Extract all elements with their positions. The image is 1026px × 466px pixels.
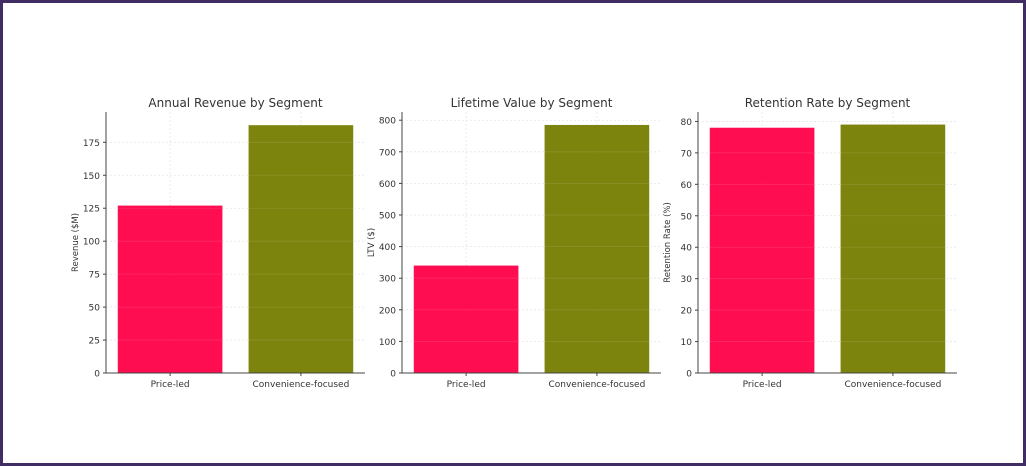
y-tick-label: 100 — [379, 338, 396, 348]
y-tick-label: 125 — [83, 205, 100, 215]
x-tick-label: Price-led — [743, 380, 782, 390]
y-tick-label: 10 — [681, 338, 693, 348]
y-tick-label: 0 — [686, 370, 692, 380]
y-tick-label: 0 — [390, 370, 396, 380]
bar-convenience-focused — [248, 125, 354, 373]
y-tick-label: 40 — [681, 244, 693, 254]
chart-title: Annual Revenue by Segment — [148, 96, 322, 110]
y-tick-label: 100 — [83, 238, 100, 248]
y-tick-label: 500 — [379, 212, 396, 222]
bar-price-led — [413, 265, 519, 373]
y-tick-label: 75 — [89, 271, 100, 281]
y-tick-label: 150 — [83, 172, 100, 182]
y-axis-label: LTV ($) — [367, 228, 377, 257]
x-tick-label: Price-led — [151, 380, 190, 390]
chart-2: 0 100 200 300 400 500 600 700 800 Price-led Conven… — [367, 96, 661, 390]
y-tick-label: 50 — [681, 212, 693, 222]
y-tick-label: 80 — [681, 118, 693, 128]
y-tick-label: 400 — [379, 243, 396, 253]
chart-title: Lifetime Value by Segment — [451, 96, 613, 110]
y-tick-label: 800 — [379, 117, 396, 127]
y-tick-label: 600 — [379, 180, 396, 190]
y-axis-label: Retention Rate (%) — [663, 202, 673, 283]
x-tick-label: Convenience-focused — [548, 380, 645, 390]
y-tick-label: 300 — [379, 275, 396, 285]
y-tick-label: 25 — [89, 337, 100, 347]
x-tick-label: Convenience-focused — [844, 380, 941, 390]
bar-price-led — [117, 205, 223, 373]
y-tick-label: 60 — [681, 181, 693, 191]
y-tick-label: 0 — [94, 370, 100, 380]
y-tick-label: 30 — [681, 275, 693, 285]
x-tick-label: Convenience-focused — [252, 380, 349, 390]
y-tick-label: 175 — [83, 139, 100, 149]
y-axis-label: Revenue ($M) — [71, 213, 81, 272]
bar-convenience-focused — [544, 124, 650, 374]
bar-convenience-focused — [840, 124, 946, 374]
y-tick-label: 700 — [379, 148, 396, 158]
y-tick-label: 20 — [681, 307, 693, 317]
chart-1: 0 25 50 75 100 125 150 175 Price-led Convenience-… — [71, 96, 365, 390]
y-tick-label: 70 — [681, 149, 693, 159]
chart-title: Retention Rate by Segment — [745, 96, 911, 110]
y-tick-label: 50 — [89, 304, 101, 314]
chart-3: 0 10 20 30 40 50 60 70 80 Price-led Convenience-fo… — [663, 96, 957, 390]
y-tick-label: 200 — [379, 306, 396, 316]
x-tick-label: Price-led — [447, 380, 486, 390]
bar-price-led — [709, 127, 815, 373]
